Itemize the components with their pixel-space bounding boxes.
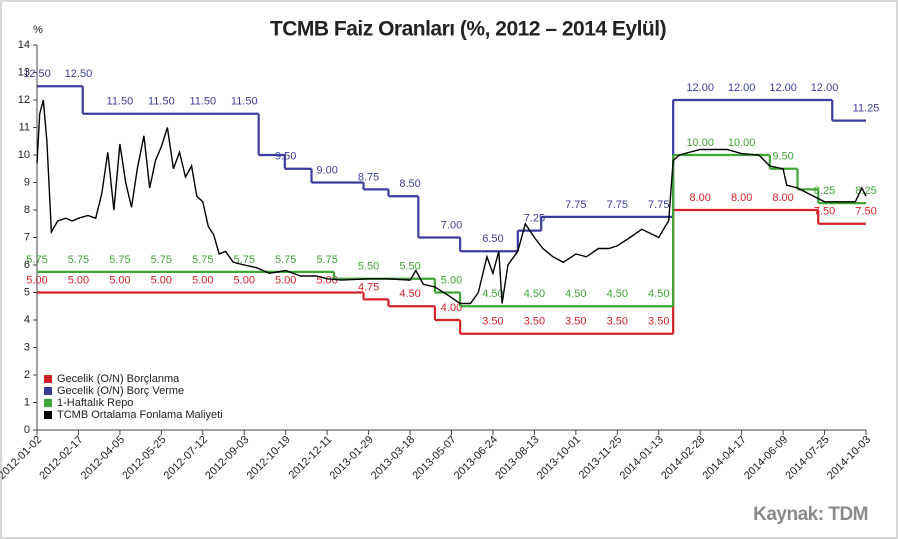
value-label: 12.00 [769, 82, 797, 94]
y-axis-label: % [33, 24, 43, 36]
y-tick-label: 6 [24, 259, 30, 271]
value-label: 5.00 [192, 274, 213, 286]
value-label: 5.00 [68, 274, 89, 286]
value-label: 4.50 [565, 288, 586, 300]
value-label: 5.00 [109, 274, 130, 286]
value-label: 3.50 [565, 316, 586, 328]
value-label: 7.75 [648, 199, 669, 211]
y-tick-label: 10 [18, 149, 30, 161]
value-label: 5.00 [275, 274, 296, 286]
value-label: 4.50 [399, 288, 420, 300]
value-label: 7.75 [565, 199, 586, 211]
value-label: 8.25 [814, 185, 835, 197]
value-label: 7.50 [814, 206, 835, 218]
value-label: 9.50 [772, 151, 793, 163]
value-label: 12.00 [686, 82, 714, 94]
value-label: 5.75 [109, 254, 130, 266]
value-label: 4.75 [358, 281, 379, 293]
value-label: 8.25 [855, 185, 876, 197]
value-label: 5.75 [275, 254, 296, 266]
value-label: 5.75 [192, 254, 213, 266]
y-tick-label: 8 [24, 204, 30, 216]
value-label: 4.50 [482, 288, 503, 300]
value-label: 5.00 [234, 274, 255, 286]
source: Kaynak: TDM [753, 504, 868, 525]
legend-label: 1-Haftalık Repo [57, 397, 133, 409]
y-tick-label: 0 [24, 424, 30, 436]
value-label: 3.50 [482, 316, 503, 328]
value-label: 5.75 [26, 254, 47, 266]
y-tick-label: 12 [18, 94, 30, 106]
value-label: 7.50 [855, 206, 876, 218]
value-label: 11.50 [189, 96, 216, 108]
value-label: 5.00 [151, 274, 172, 286]
value-label: 6.50 [482, 233, 503, 245]
legend-swatch [44, 387, 52, 395]
value-label: 5.75 [316, 254, 337, 266]
value-label: 11.50 [148, 96, 175, 108]
y-tick-label: 9 [24, 176, 30, 188]
value-label: 8.00 [689, 192, 710, 204]
value-label: 9.00 [316, 164, 337, 176]
value-label: 7.25 [524, 213, 545, 225]
y-tick-label: 7 [24, 231, 30, 243]
value-label: 7.75 [607, 199, 628, 211]
legend-swatch [44, 399, 52, 407]
value-label: 5.00 [441, 274, 462, 286]
value-label: 4.50 [524, 288, 545, 300]
value-label: 8.50 [399, 178, 420, 190]
y-tick-label: 2 [24, 369, 30, 381]
value-label: 4.50 [607, 288, 628, 300]
value-label: 10.00 [728, 137, 756, 149]
legend-label: Gecelik (O/N) Borçlanma [57, 373, 180, 385]
value-label: 8.00 [772, 192, 793, 204]
value-label: 5.50 [399, 261, 420, 273]
value-label: 4.00 [441, 302, 462, 314]
value-label: 11.50 [231, 96, 258, 108]
value-label: 8.00 [731, 192, 752, 204]
value-label: 12.50 [65, 68, 93, 80]
value-label: 12.50 [23, 68, 51, 80]
y-tick-label: 14 [18, 39, 30, 51]
value-label: 7.00 [441, 219, 462, 231]
value-label: 5.75 [68, 254, 89, 266]
value-label: 12.00 [811, 82, 839, 94]
value-label: 5.75 [234, 254, 255, 266]
value-label: 3.50 [648, 316, 669, 328]
legend-label: Gecelik (O/N) Borç Verme [57, 385, 184, 397]
value-label: 3.50 [524, 316, 545, 328]
y-tick-label: 4 [24, 314, 30, 326]
value-label: 9.50 [275, 151, 296, 163]
legend-swatch [44, 411, 52, 419]
value-label: 11.50 [107, 96, 134, 108]
y-tick-label: 1 [24, 396, 30, 408]
series-line [36, 99, 867, 305]
y-tick-label: 3 [24, 341, 30, 353]
y-tick-label: 13 [18, 66, 30, 78]
value-label: 5.75 [151, 254, 172, 266]
value-label: 3.50 [607, 316, 628, 328]
y-tick-label: 11 [19, 121, 30, 133]
value-label: 11.25 [853, 103, 880, 115]
legend-swatch [44, 375, 52, 383]
value-label: 5.00 [26, 274, 47, 286]
value-label: 12.00 [728, 82, 756, 94]
y-tick-label: 5 [24, 286, 30, 298]
chart-title: TCMB Faiz Oranları (%, 2012 – 2014 Eylül… [270, 18, 666, 41]
legend-label: TCMB Ortalama Fonlama Maliyeti [57, 409, 223, 421]
value-label: 10.00 [686, 137, 714, 149]
value-label: 4.50 [648, 288, 669, 300]
value-label: 8.75 [358, 171, 379, 183]
value-label: 5.50 [358, 261, 379, 273]
